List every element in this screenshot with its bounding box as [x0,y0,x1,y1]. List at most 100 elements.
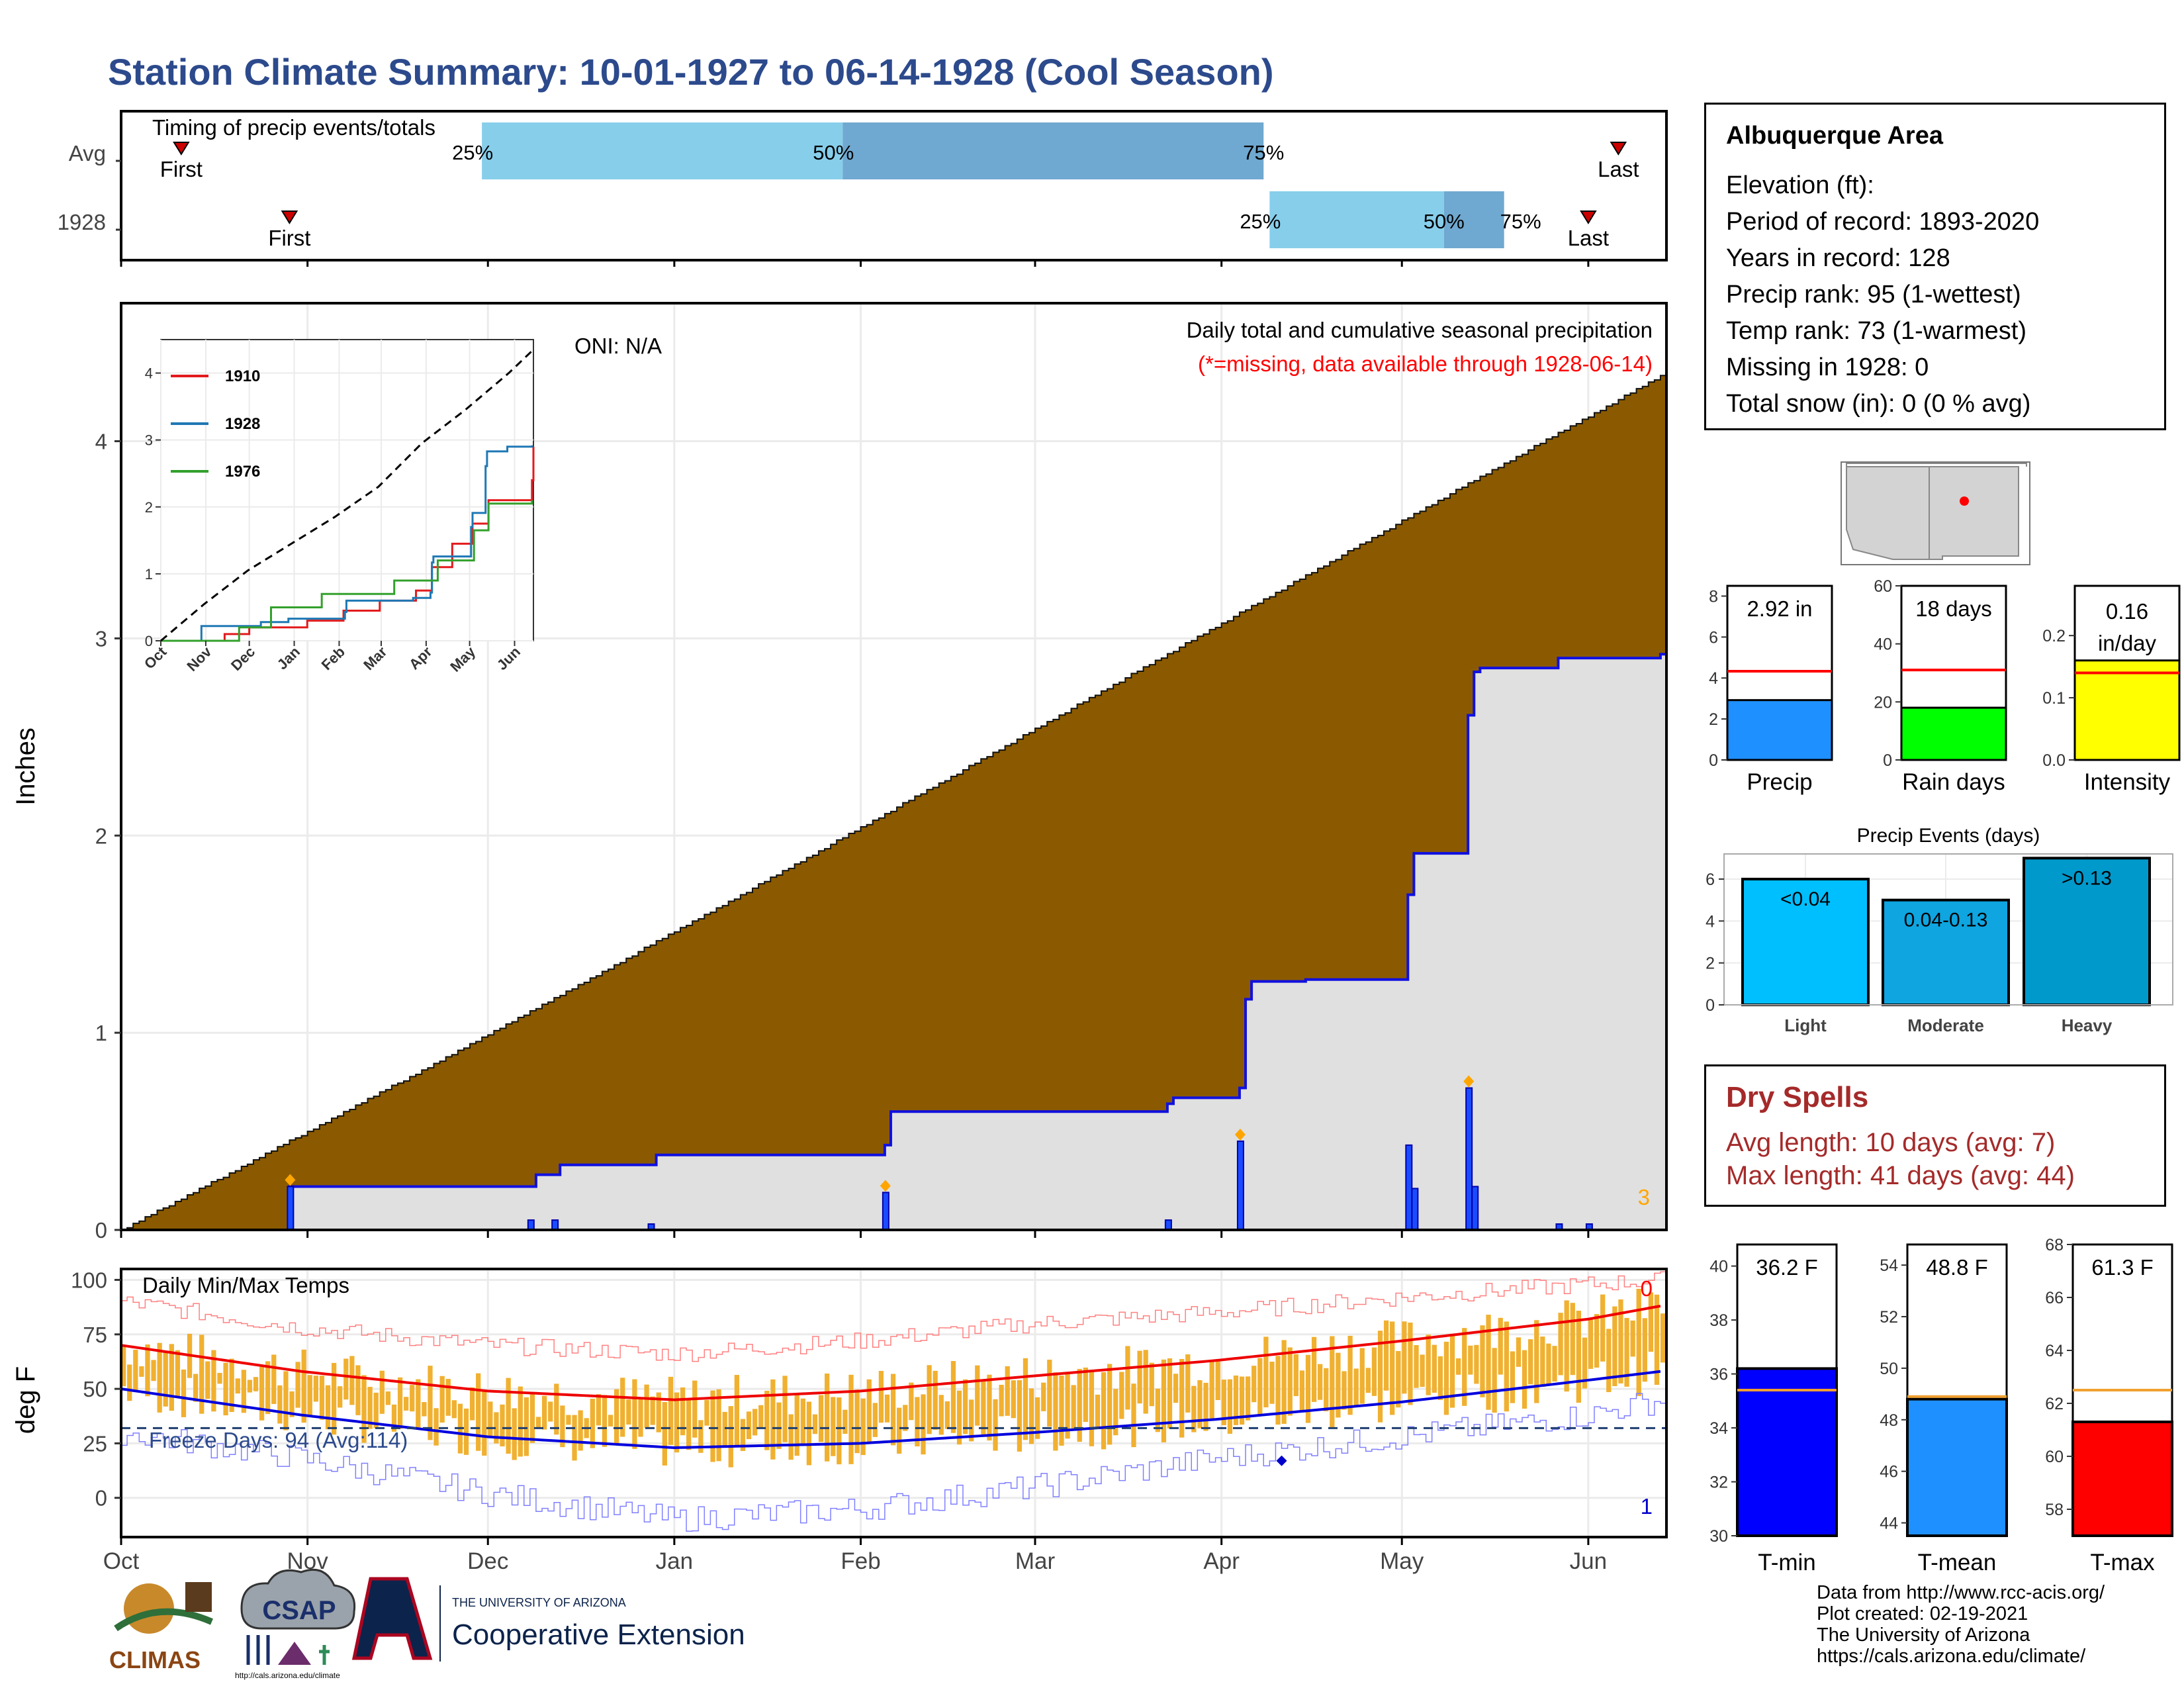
daily-temp-bar [884,1394,890,1423]
daily-temp-bar [535,1417,541,1429]
daily-temp-bar [193,1374,199,1402]
events-y-tick-label: 0 [1706,996,1715,1015]
daily-temp-bar [379,1370,385,1414]
map-arizona [1846,466,1930,560]
csap-cloud-icon [240,1568,356,1630]
daily-temp-bar [1402,1321,1407,1394]
month-label: May [1380,1548,1424,1574]
daily-temp-bar [127,1364,132,1401]
summary-bar-y-tick-label: 40 [1874,635,1892,654]
daily-temp-bar [927,1365,932,1434]
summary-bar-y-tick-label: 20 [1874,693,1892,712]
daily-temp-bar [1107,1364,1113,1445]
daily-temp-bar [1179,1358,1185,1438]
normal-min-line [120,1370,1661,1450]
daily-temp-bar [746,1411,752,1440]
cumulative-1928-line [121,653,1666,1231]
daily-temp-bar [247,1380,253,1393]
temp-summary-bar-t-max [2071,1421,2173,1537]
daily-temp-bar [283,1371,289,1430]
daily-temp-bar [903,1405,908,1431]
temp-summary-y-tick-label: 58 [2045,1501,2064,1519]
daily-temp-bar [752,1409,758,1436]
normal-max-line [120,1305,1661,1401]
daily-temp-bar [1125,1346,1130,1410]
daily-temp-bar [1534,1320,1539,1403]
temp-y-tick-label: 25 [83,1431,107,1456]
daily-temp-bar [806,1401,812,1466]
summary-bar-label: Rain days [1902,769,2005,795]
daily-temp-bar [704,1399,709,1426]
daily-temp-bar [915,1397,920,1447]
first-event-label: First [268,226,310,250]
temp-y-axis-label: deg F [11,1366,40,1434]
station-name: Albuquerque Area [1726,122,1943,150]
dry-spells-title: Dry Spells [1726,1081,1869,1113]
daily-temp-bar [1203,1382,1208,1431]
daily-temp-bar [494,1412,499,1444]
daily-temp-bar [367,1387,373,1429]
daily-temp-bar [1359,1348,1365,1404]
daily-temp-bar [1600,1294,1606,1362]
map-new-mexico [1929,466,2019,560]
daily-precip-bar [1164,1219,1172,1231]
daily-temp-bar [541,1395,547,1430]
daily-temp-bar [1221,1380,1226,1426]
temp-summary-y-tick-label: 46 [1880,1463,1898,1481]
summary-bar-y-tick-label: 60 [1874,577,1892,596]
timing-bar-q1-q2 [1269,191,1444,248]
month-label: Feb [841,1548,880,1574]
daily-temp-bar [1281,1340,1287,1424]
daily-temp-bar [614,1389,619,1444]
daily-temp-bar [211,1350,216,1412]
daily-temp-bar [1462,1328,1467,1406]
daily-temp-bar [1594,1314,1600,1368]
daily-temp-bar [271,1354,277,1404]
precip-y-tick-label: 4 [95,430,107,454]
inset-y-tick-label: 4 [145,365,153,382]
events-y-tick-label: 6 [1706,870,1715,889]
daily-temp-bar [686,1399,692,1450]
events-category-label: Moderate [1907,1015,1984,1035]
summary-bar-label: Intensity [2084,769,2171,795]
daily-temp-bar [1371,1347,1377,1396]
dry-spells-max: Max length: 41 days (avg: 44) [1726,1161,2075,1190]
summary-bar-y-tick-label: 0.1 [2042,689,2066,708]
daily-temp-bar [890,1374,896,1446]
daily-temp-bar [632,1379,637,1449]
timing-p50-label: 50% [1424,210,1465,233]
daily-temp-bar [404,1397,409,1411]
csap-mountain-icon [278,1642,311,1665]
events-y-tick-label: 2 [1706,955,1715,973]
timing-row-1928-label: 1928 [58,210,106,234]
daily-temp-bar [1113,1389,1118,1436]
ua-a-icon [351,1577,433,1660]
summary-bar-value: 18 days [1915,596,1992,621]
daily-temp-bar [476,1373,481,1451]
daily-temp-bar [1582,1337,1588,1389]
climas-wave-icon [114,1608,214,1632]
daily-temp-bar [831,1397,836,1456]
daily-temp-bar [1474,1344,1479,1384]
summary-bar-value: 2.92 in [1747,596,1812,621]
last-event-marker-icon [1580,211,1597,224]
info-missing: Missing in 1928: 0 [1726,353,1929,381]
daily-temp-bar [999,1384,1004,1417]
daily-temp-bar [1269,1362,1275,1404]
temp-summary-y-tick-label: 34 [1709,1419,1728,1438]
daily-temp-bar [1383,1320,1389,1391]
events-bar-moderate [1882,898,2010,1006]
csap-text: CSAP [262,1596,336,1625]
temp-y-tick-label: 100 [71,1268,107,1292]
precip-y-tick-label: 2 [95,823,107,848]
daily-temp-bar [848,1374,854,1464]
timing-bar-q2-q3 [842,122,1264,179]
info-elevation: Elevation (ft): [1726,171,1874,199]
daily-temp-bar [422,1402,427,1417]
daily-temp-bar [656,1392,661,1432]
temp-y-tick-label: 50 [83,1377,107,1401]
daily-temp-bar [1149,1362,1154,1407]
temp-summary-y-tick-label: 52 [1880,1308,1898,1327]
climas-text: CLIMAS [109,1646,201,1673]
daily-temp-bar [596,1394,602,1426]
